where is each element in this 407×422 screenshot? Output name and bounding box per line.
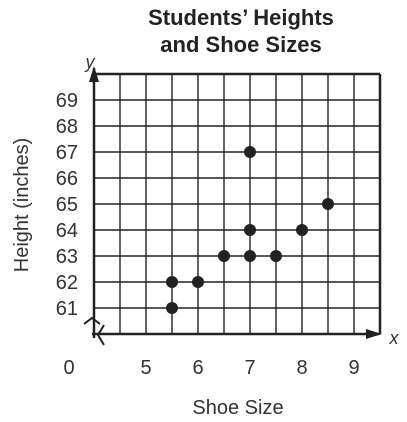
x-origin-label: 0 (63, 357, 74, 379)
y-tick-label: 69 (56, 90, 78, 112)
y-tick-label: 65 (56, 194, 78, 216)
chart-title-line-1: Students’ Heights (148, 5, 334, 30)
y-tick-label: 63 (56, 246, 78, 268)
x-axis-label: Shoe Size (192, 397, 283, 419)
y-tick-label: 64 (56, 220, 78, 242)
y-tick-label: 67 (56, 142, 78, 164)
y-axis-arrow (89, 66, 99, 82)
x-tick-label: 7 (244, 357, 255, 379)
x-axis-break (96, 324, 105, 346)
y-tick-label: 61 (56, 298, 78, 320)
data-point (218, 250, 230, 262)
axes (83, 66, 382, 346)
data-point (270, 250, 282, 262)
data-point (244, 224, 256, 236)
x-tick-label: 6 (192, 357, 203, 379)
data-point (166, 276, 178, 288)
data-point (244, 250, 256, 262)
data-point (244, 146, 256, 158)
y-axis-break (83, 316, 101, 325)
x-tick-label: 5 (140, 357, 151, 379)
grid-lines (94, 72, 382, 334)
y-tick-label: 68 (56, 116, 78, 138)
x-tick-label: 9 (348, 357, 359, 379)
data-point (166, 302, 178, 314)
y-axis-label: Height (inches) (11, 138, 33, 273)
y-axis-variable: y (84, 52, 96, 72)
data-points (166, 146, 334, 314)
x-axis-arrow (366, 329, 382, 339)
y-tick-label: 66 (56, 168, 78, 190)
data-point (322, 198, 334, 210)
x-axis-variable: x (389, 328, 400, 348)
y-tick-label: 62 (56, 272, 78, 294)
x-tick-label: 8 (296, 357, 307, 379)
data-point (192, 276, 204, 288)
chart-title-line-2: and Shoe Sizes (160, 32, 322, 57)
data-point (296, 224, 308, 236)
